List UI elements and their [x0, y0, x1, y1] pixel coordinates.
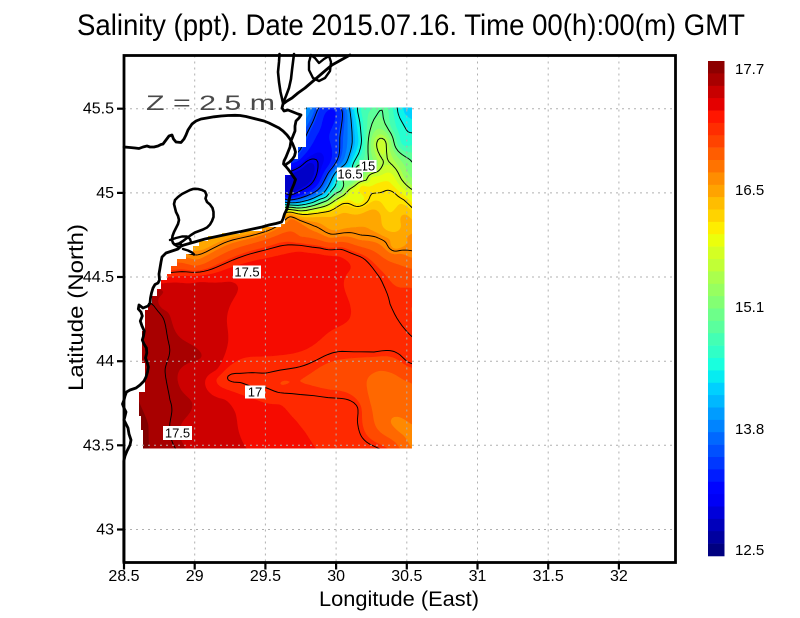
svg-text:30.5: 30.5	[391, 568, 422, 585]
svg-text:28.5: 28.5	[108, 568, 139, 585]
svg-text:15: 15	[361, 159, 375, 174]
svg-text:17: 17	[248, 385, 262, 400]
svg-text:30: 30	[327, 568, 345, 585]
svg-text:44.5: 44.5	[83, 269, 114, 286]
svg-text:15.1: 15.1	[735, 299, 764, 316]
svg-text:12.5: 12.5	[735, 542, 764, 559]
svg-text:Salinity (ppt). Date 2015.07.1: Salinity (ppt). Date 2015.07.16. Time 00…	[77, 9, 745, 42]
svg-text:43.5: 43.5	[83, 437, 114, 454]
svg-text:13.8: 13.8	[735, 421, 764, 438]
svg-text:29: 29	[186, 568, 204, 585]
svg-text:17.5: 17.5	[234, 265, 259, 280]
svg-text:29.5: 29.5	[250, 568, 281, 585]
svg-text:Longitude (East): Longitude (East)	[319, 588, 479, 611]
svg-text:31: 31	[469, 568, 487, 585]
svg-text:Z = 2.5 m: Z = 2.5 m	[146, 92, 275, 115]
svg-text:31.5: 31.5	[533, 568, 564, 585]
svg-text:45: 45	[96, 185, 114, 202]
svg-text:32: 32	[610, 568, 628, 585]
svg-text:17.5: 17.5	[165, 426, 190, 441]
svg-text:16.5: 16.5	[337, 167, 362, 182]
svg-text:43: 43	[96, 522, 114, 539]
svg-text:Latitude (North): Latitude (North)	[65, 224, 88, 391]
svg-text:45.5: 45.5	[83, 101, 114, 118]
svg-text:17.7: 17.7	[735, 61, 764, 78]
svg-text:16.5: 16.5	[735, 182, 764, 199]
svg-text:44: 44	[96, 353, 114, 370]
